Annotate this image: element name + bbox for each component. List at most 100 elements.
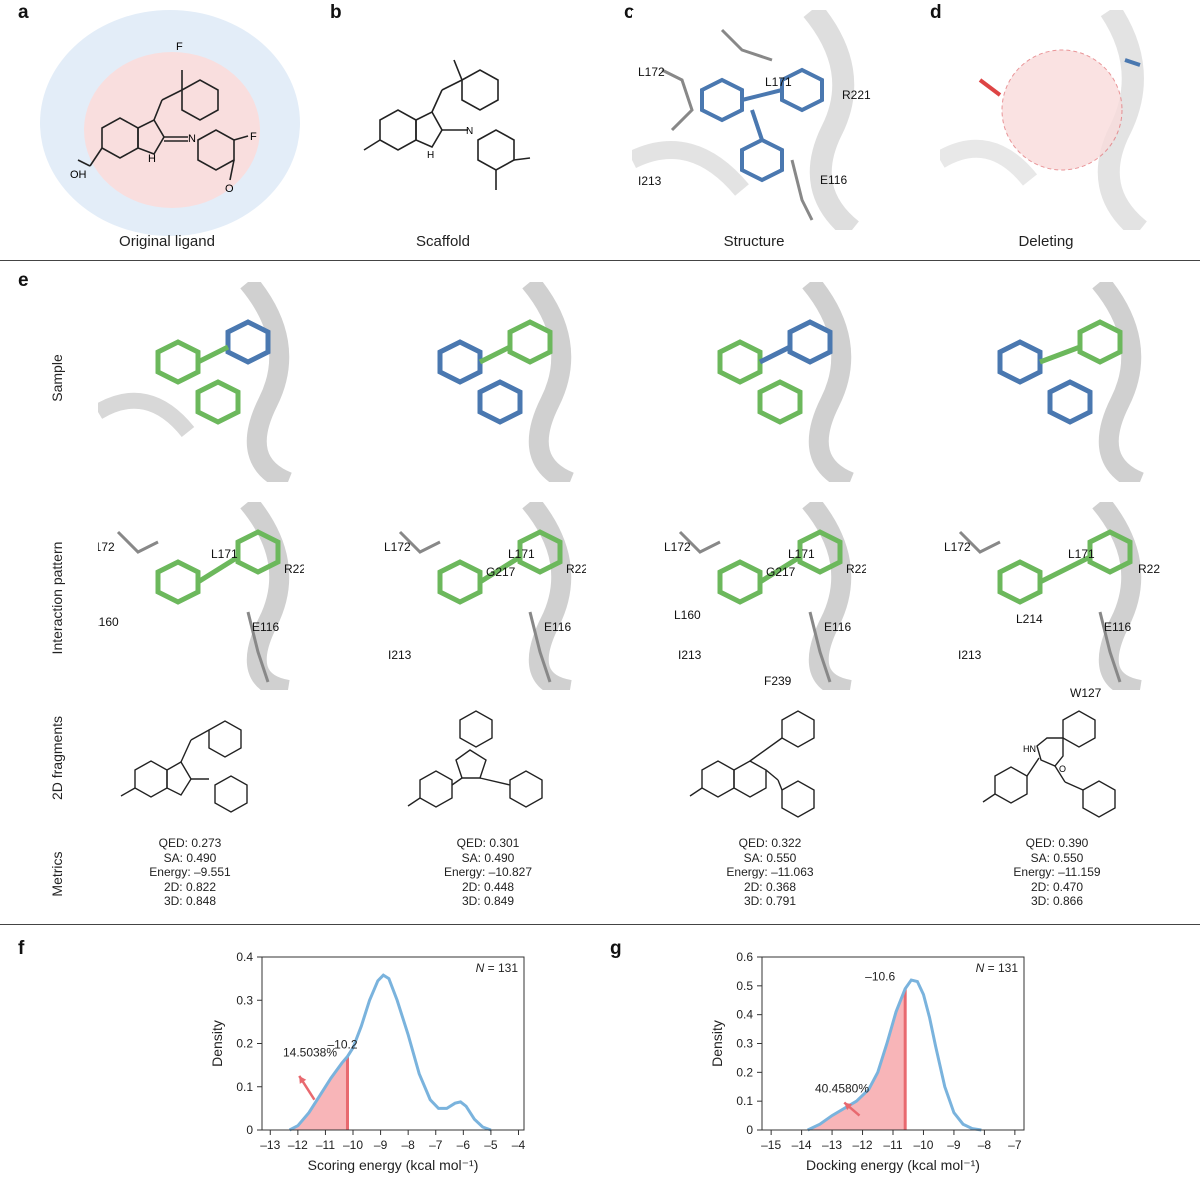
y-axis-label: Density bbox=[209, 1020, 225, 1067]
fragment-2-structure bbox=[407, 710, 543, 808]
n-annotation: N = 131 bbox=[976, 961, 1019, 975]
n-atom-label: N bbox=[188, 133, 196, 145]
residue-label: I213 bbox=[678, 648, 702, 662]
residue-label: R221 bbox=[842, 88, 871, 102]
residue-label: W127 bbox=[1070, 686, 1102, 700]
x-tick-label: –7 bbox=[429, 1138, 443, 1152]
caption-original-ligand: Original ligand bbox=[119, 233, 215, 250]
metric-qed: QED: 0.301 bbox=[456, 836, 520, 850]
metric-energy: Energy: –9.551 bbox=[149, 865, 231, 879]
metric-sa: SA: 0.490 bbox=[461, 850, 515, 865]
x-tick-label: –15 bbox=[761, 1138, 781, 1152]
x-tick-label: –9 bbox=[947, 1138, 961, 1152]
interaction-3-image: L172 L171 G217 R221 L160 I213 E116 F239 bbox=[660, 502, 866, 690]
x-tick-label: –7 bbox=[1008, 1138, 1022, 1152]
nh-atom-label: H bbox=[427, 150, 434, 161]
metrics-1: QED: 0.273 SA: 0.490 Energy: –9.551 2D: … bbox=[80, 836, 300, 909]
residue-label: L172 bbox=[98, 540, 115, 554]
x-tick-label: –4 bbox=[512, 1138, 526, 1152]
residue-label: R221 bbox=[284, 562, 304, 576]
x-tick-label: –9 bbox=[374, 1138, 388, 1152]
residue-label: G217 bbox=[766, 565, 796, 579]
interaction-2-image: L172 L171 G217 R221 E116 I213 bbox=[380, 502, 586, 690]
y-tick-label: 0.2 bbox=[236, 1037, 253, 1051]
x-tick-label: –8 bbox=[978, 1138, 992, 1152]
metric-3d: 3D: 0.849 bbox=[461, 894, 515, 908]
sample-4-image bbox=[940, 282, 1160, 482]
residue-label: L172 bbox=[384, 540, 411, 554]
panel-letter-c: c bbox=[624, 2, 635, 23]
residue-label: L171 bbox=[765, 75, 792, 89]
cf3-atom-label: F bbox=[176, 41, 183, 53]
residue-label: L172 bbox=[638, 65, 665, 79]
x-axis-label: Docking energy (kcal mol⁻¹) bbox=[806, 1157, 980, 1173]
x-axis-label: Scoring energy (kcal mol⁻¹) bbox=[308, 1157, 479, 1173]
residue-label: R221 bbox=[566, 562, 586, 576]
metrics-3: QED: 0.322 SA: 0.550 Energy: –11.063 2D:… bbox=[660, 836, 880, 909]
h-atom-label: H bbox=[148, 153, 156, 165]
x-tick-label: –13 bbox=[260, 1138, 280, 1152]
percentage-label: 40.4580% bbox=[815, 1082, 869, 1096]
panel-letter-g: g bbox=[610, 938, 622, 959]
x-tick-label: –10 bbox=[913, 1138, 933, 1152]
threshold-label: –10.2 bbox=[327, 1037, 357, 1051]
residue-label: L171 bbox=[788, 547, 815, 561]
interaction-1-image: L172 L171 R221 L160 E116 bbox=[98, 502, 304, 690]
n-annotation: N = 131 bbox=[476, 961, 519, 975]
residue-label: I213 bbox=[638, 174, 662, 188]
x-tick-label: –14 bbox=[792, 1138, 812, 1152]
x-tick-label: –10 bbox=[343, 1138, 363, 1152]
fragment-1-structure bbox=[120, 720, 248, 813]
y-tick-label: 0.1 bbox=[736, 1094, 753, 1108]
x-tick-label: –12 bbox=[853, 1138, 873, 1152]
interaction-4-image: L172 L171 R221 L214 E116 I213 bbox=[940, 502, 1160, 690]
shaded-area bbox=[289, 1056, 348, 1130]
x-tick-label: –11 bbox=[883, 1138, 902, 1152]
residue-label: R221 bbox=[846, 562, 866, 576]
original-ligand-figure: OH H N F O F bbox=[40, 10, 300, 236]
x-tick-label: –6 bbox=[457, 1138, 471, 1152]
metric-qed: QED: 0.390 bbox=[1025, 836, 1089, 850]
structure-image: L172 L171 R221 I213 E116 bbox=[632, 10, 872, 230]
panel-letter-d: d bbox=[930, 2, 942, 23]
residue-label: L171 bbox=[1068, 547, 1095, 561]
caption-structure: Structure bbox=[723, 233, 785, 250]
residue-label: L160 bbox=[674, 608, 701, 622]
y-tick-label: 0.1 bbox=[236, 1080, 253, 1094]
o-atom-label: O bbox=[1059, 764, 1066, 774]
metric-sa: SA: 0.490 bbox=[163, 850, 217, 865]
scaffold-structure: H N bbox=[363, 59, 531, 190]
x-tick-label: –11 bbox=[316, 1138, 335, 1152]
oh-atom-label: OH bbox=[70, 169, 87, 181]
x-tick-label: –13 bbox=[822, 1138, 842, 1152]
residue-label: L171 bbox=[508, 547, 535, 561]
density-curve bbox=[288, 973, 492, 1132]
y-tick-label: 0 bbox=[246, 1123, 253, 1137]
metric-energy: Energy: –11.063 bbox=[726, 865, 814, 879]
inner-circle bbox=[84, 52, 260, 208]
caption-scaffold: Scaffold bbox=[416, 233, 470, 250]
hn-atom-label: HN bbox=[1023, 744, 1036, 754]
y-tick-label: 0.4 bbox=[236, 950, 253, 964]
divider-bottom bbox=[0, 924, 1200, 925]
metric-energy: Energy: –10.827 bbox=[443, 865, 533, 879]
panel-letter-b: b bbox=[330, 2, 342, 23]
fragment-3-structure bbox=[689, 710, 815, 818]
residue-label: F239 bbox=[764, 674, 792, 688]
x-tick-label: –12 bbox=[288, 1138, 308, 1152]
metric-qed: QED: 0.273 bbox=[158, 836, 222, 850]
panel-letter-e: e bbox=[18, 270, 29, 291]
o-atom-label: O bbox=[225, 183, 234, 195]
residue-label: L214 bbox=[1016, 612, 1043, 626]
sample-1-image bbox=[98, 282, 304, 482]
y-tick-label: 0 bbox=[746, 1123, 753, 1137]
percentage-label: 14.5038% bbox=[283, 1045, 337, 1059]
metric-3d: 3D: 0.791 bbox=[743, 894, 797, 908]
shaded-area bbox=[807, 988, 906, 1130]
y-axis-label: Density bbox=[709, 1020, 725, 1067]
residue-label: E116 bbox=[252, 620, 280, 634]
residue-label: E116 bbox=[1104, 620, 1132, 634]
metric-energy: Energy: –11.159 bbox=[1013, 865, 1101, 879]
residue-label: G217 bbox=[486, 565, 516, 579]
metrics-4: QED: 0.390 SA: 0.550 Energy: –11.159 2D:… bbox=[947, 836, 1167, 909]
